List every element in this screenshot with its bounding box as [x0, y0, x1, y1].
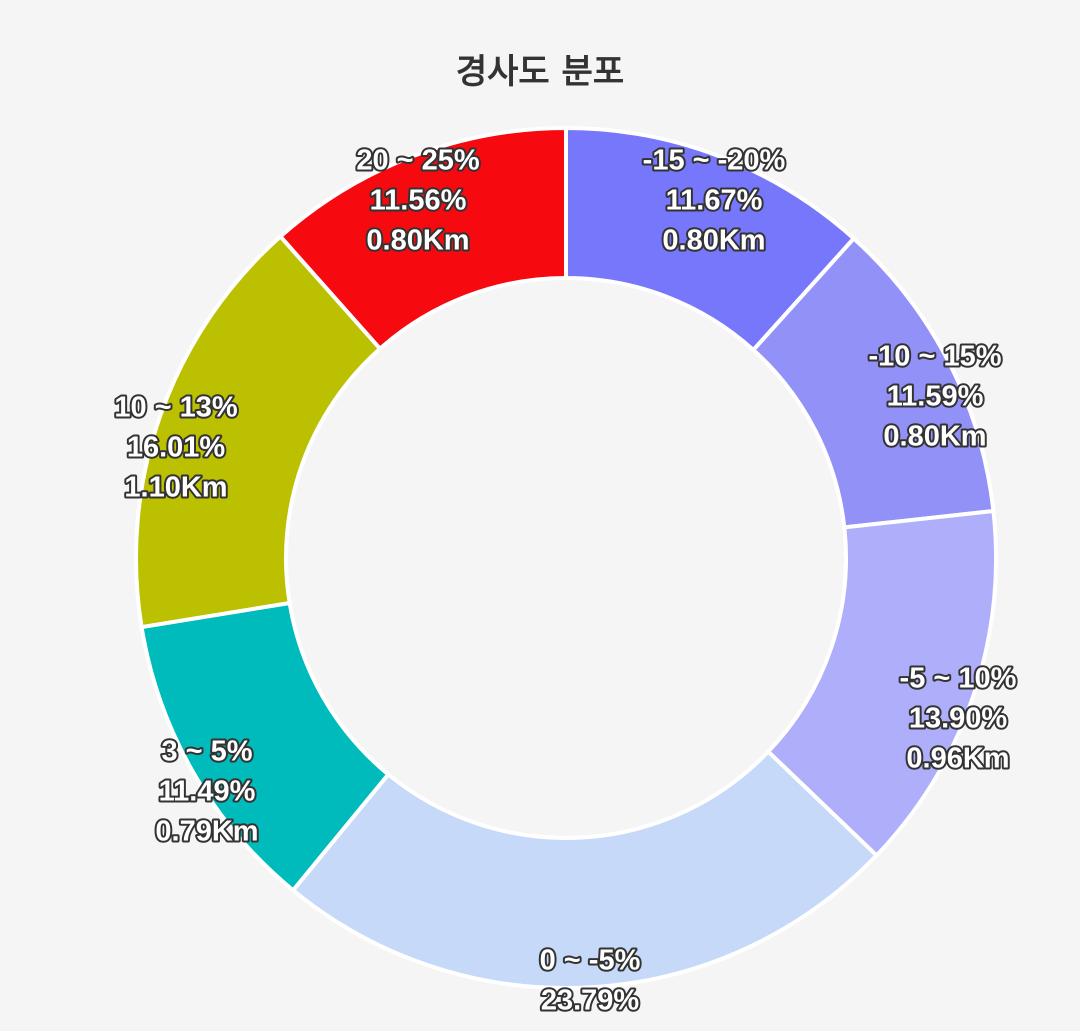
- slice-2-percent-label: 11.59%: [887, 381, 984, 413]
- slice-7-range-label: 20 ~ 25%: [356, 145, 480, 177]
- slice-1-distance-label: 0.80Km: [662, 225, 765, 257]
- slice-5-distance-label: 0.79Km: [155, 816, 258, 848]
- slice-2-distance-label: 0.80Km: [883, 421, 986, 453]
- slice-5-percent-label: 11.49%: [159, 776, 256, 808]
- slice-3-percent-label: 13.90%: [909, 703, 1008, 735]
- slice-6-distance-label: 1.10Km: [124, 472, 227, 504]
- slice-7-percent-label: 11.56%: [370, 185, 467, 217]
- slice-1-range-label: -15 ~ -20%: [643, 145, 786, 177]
- slice-6-range-label: 10 ~ 13%: [114, 392, 238, 424]
- donut-slice-7[interactable]: [277, 125, 568, 352]
- slice-2-range-label: -10 ~ 15%: [868, 341, 1001, 373]
- chart-title: 경사도 분포: [455, 52, 625, 92]
- slice-5-range-label: 3 ~ 5%: [161, 736, 252, 768]
- slice-6-percent-label: 16.01%: [127, 432, 226, 464]
- slice-4-range-label: 0 ~ -5%: [540, 945, 641, 977]
- slice-3-range-label: -5 ~ 10%: [900, 663, 1017, 695]
- donut-slice-4[interactable]: [290, 748, 880, 990]
- donut-slice-6[interactable]: [134, 233, 383, 630]
- slice-1-percent-label: 11.67%: [666, 185, 763, 217]
- slice-7-distance-label: 0.80Km: [366, 225, 469, 257]
- slice-4-percent-label: 23.79%: [541, 985, 640, 1017]
- slice-3-distance-label: 0.96Km: [906, 743, 1009, 775]
